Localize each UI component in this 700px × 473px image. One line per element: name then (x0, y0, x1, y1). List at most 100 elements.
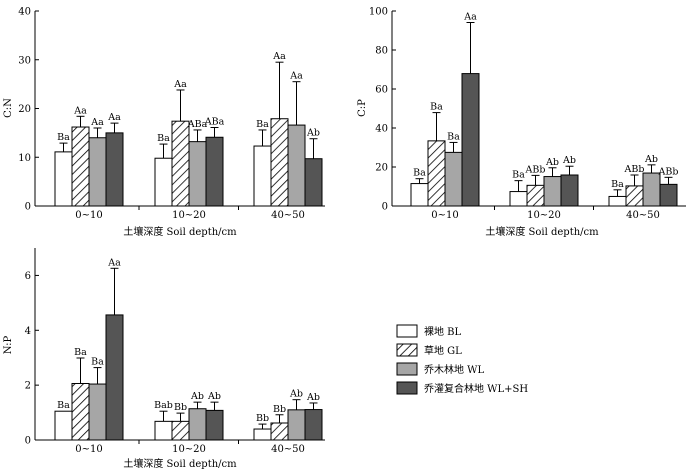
bar-bl (154, 157, 173, 207)
legend-item-bl: 裸地 BL (396, 324, 462, 338)
significance-label-bl: Ba (611, 179, 624, 190)
significance-label-gl: Aa (173, 79, 187, 90)
x-tick-label: 40~50 (271, 444, 305, 455)
significance-label-bl: Ba (157, 133, 170, 144)
bar-gl (526, 184, 545, 207)
significance-label-wlsh: ABa (204, 117, 225, 128)
bar-bl (54, 410, 73, 441)
significance-label-bl: Ba (512, 170, 525, 181)
significance-label-gl: Ba (74, 347, 87, 358)
bar-gl (427, 140, 446, 207)
significance-label-gl: ABb (525, 164, 546, 175)
bar-bl (509, 191, 528, 207)
bar-wlsh (205, 136, 224, 207)
bar-wl (88, 383, 107, 441)
significance-label-bl: Ba (256, 119, 269, 130)
y-tick-label: 10 (18, 153, 31, 164)
significance-label-bl: Ba (57, 400, 70, 411)
bar-wlsh (461, 73, 480, 207)
significance-label-wl: Ba (91, 357, 104, 368)
significance-label-wlsh: Ab (562, 155, 576, 166)
significance-label-bl: Bab (154, 400, 173, 411)
legend-swatch-bl (396, 324, 418, 338)
legend-swatch-wlsh (396, 381, 418, 395)
y-tick-label: 0 (25, 436, 31, 447)
significance-label-wl: Aa (289, 71, 303, 82)
bar-wlsh (304, 409, 323, 441)
significance-label-gl: Aa (272, 51, 286, 62)
legend-item-wlsh: 乔灌复合林地 WL+SH (396, 381, 528, 395)
x-tick-label: 40~50 (271, 210, 305, 221)
bar-bl (410, 183, 429, 207)
legend-item-wl: 乔木林地 WL (396, 362, 484, 376)
y-tick-label: 80 (375, 46, 388, 57)
significance-label-bl: Ba (57, 132, 70, 143)
x-axis-label: 土壤深度 Soil depth/cm (123, 457, 237, 470)
legend-label-wlsh: 乔灌复合林地 WL+SH (424, 382, 528, 395)
bar-bl (253, 428, 272, 441)
bar-wl (287, 409, 306, 441)
x-axis-label: 土壤深度 Soil depth/cm (485, 225, 599, 238)
significance-label-wlsh: Ab (207, 391, 221, 402)
chart-cn: 0 10 20 30 40 C:N 0~10 10~20 40~50 土壤深度 Soil dept… (3, 7, 325, 238)
significance-label-wl: Ab (289, 389, 303, 400)
bar-gl (171, 120, 190, 207)
bar-wlsh (304, 158, 323, 207)
y-tick-label: 0 (25, 202, 31, 213)
x-tick-label: 10~20 (527, 210, 561, 221)
y-tick-label: 6 (25, 271, 31, 282)
legend: 裸地 BL 草地 GL 乔木林地 WL 乔灌复合林地 WL+SH (396, 324, 528, 395)
bar-gl (270, 118, 289, 207)
bar-wl (188, 141, 207, 207)
bar-bl (253, 145, 272, 207)
y-tick-label: 0 (382, 202, 388, 213)
bar-wl (287, 124, 306, 207)
y-tick-label: 20 (18, 104, 31, 115)
significance-label-wlsh: Aa (463, 12, 477, 23)
bar-wlsh (560, 174, 579, 207)
significance-label-wl: Ab (644, 154, 658, 165)
legend-label-wl: 乔木林地 WL (424, 363, 484, 376)
chart-np: 0 2 4 6 N:P 0~10 10~20 40~50 土壤深度 Soil depth/cm B… (3, 248, 325, 470)
chart-cp: 0 20 40 60 80 100 C:P 0~10 10~20 40~50 土壤深度 Soil d… (357, 7, 686, 238)
y-tick-label: 30 (18, 55, 31, 66)
bar-wlsh (205, 409, 224, 441)
x-tick-label: 40~50 (626, 210, 660, 221)
significance-label-wl: ABa (187, 119, 208, 130)
significance-label-wlsh: Aa (107, 112, 121, 123)
y-axis-label: N:P (3, 335, 14, 354)
bar-bl (54, 151, 73, 207)
significance-label-wl: Ab (545, 157, 559, 168)
bar-wl (642, 172, 661, 207)
x-tick-label: 10~20 (172, 210, 206, 221)
bar-gl (171, 420, 190, 441)
legend-swatch-gl (396, 343, 418, 357)
y-tick-label: 100 (369, 7, 388, 18)
bar-gl (625, 185, 644, 207)
significance-label-wl: Ab (190, 391, 204, 402)
bar-wlsh (105, 132, 124, 207)
significance-label-wlsh: Ab (306, 128, 320, 139)
significance-label-gl: Bb (273, 404, 286, 415)
significance-label-gl: Bb (174, 402, 187, 413)
x-tick-label: 0~10 (431, 210, 458, 221)
significance-label-wl: Ba (447, 131, 460, 142)
bar-bl (608, 195, 627, 207)
bar-gl (71, 382, 90, 441)
significance-label-gl: Ba (430, 102, 443, 113)
bar-wlsh (105, 314, 124, 441)
y-tick-label: 4 (25, 326, 31, 337)
legend-label-bl: 裸地 BL (424, 325, 462, 338)
legend-item-gl: 草地 GL (396, 343, 462, 357)
significance-label-wlsh: Aa (107, 257, 121, 268)
bar-wl (88, 137, 107, 207)
x-tick-label: 0~10 (75, 210, 102, 221)
x-tick-label: 0~10 (75, 444, 102, 455)
legend-label-gl: 草地 GL (424, 344, 462, 357)
legend-swatch-wl (396, 362, 418, 376)
bar-gl (270, 422, 289, 441)
significance-label-bl: Ba (413, 168, 426, 179)
significance-label-wlsh: ABb (658, 166, 679, 177)
bar-wl (444, 151, 463, 207)
